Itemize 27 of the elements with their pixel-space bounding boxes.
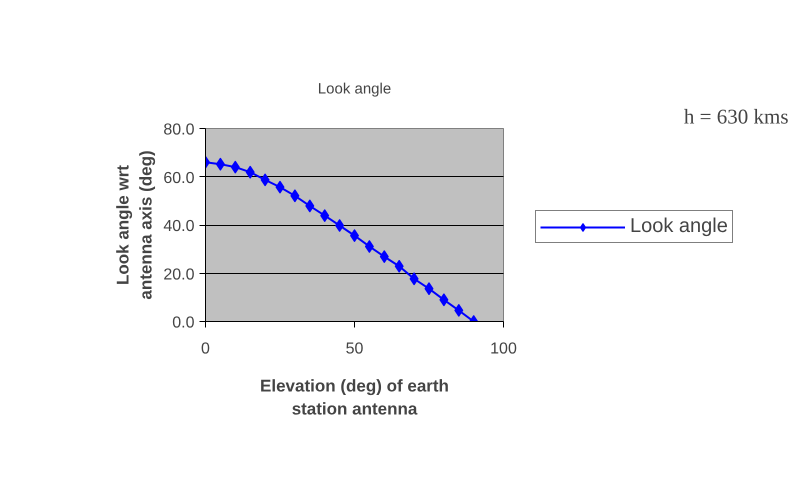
y-tick-label: 20.0 — [163, 266, 195, 284]
x-tick-label: 50 — [346, 340, 364, 358]
y-tick-label: 0.0 — [172, 314, 195, 332]
x-tick-label: 0 — [201, 340, 210, 358]
chart-title: Look angle — [318, 80, 392, 98]
y-tick-label: 60.0 — [163, 170, 195, 187]
point — [335, 218, 344, 232]
y-tick-label: 40.0 — [163, 218, 195, 235]
point — [454, 304, 464, 317]
point — [410, 272, 419, 286]
point — [260, 173, 270, 186]
x-tick-label: 100 — [490, 340, 517, 358]
point — [439, 293, 448, 306]
y-tick-label: 80.0 — [163, 122, 195, 138]
point — [246, 166, 255, 179]
y-axis-title: Look angle wrt antenna axis (deg) — [114, 150, 156, 300]
x-axis-title: Elevation (deg) of earth station antenna — [260, 376, 449, 418]
point — [230, 160, 240, 174]
point — [320, 209, 330, 222]
point — [305, 199, 314, 212]
point — [380, 250, 389, 264]
text: h = 630 kms — [684, 104, 789, 128]
point — [364, 240, 374, 253]
point — [290, 189, 300, 202]
point — [216, 158, 225, 171]
legend-label: Look angle — [630, 215, 728, 238]
point — [394, 260, 404, 273]
